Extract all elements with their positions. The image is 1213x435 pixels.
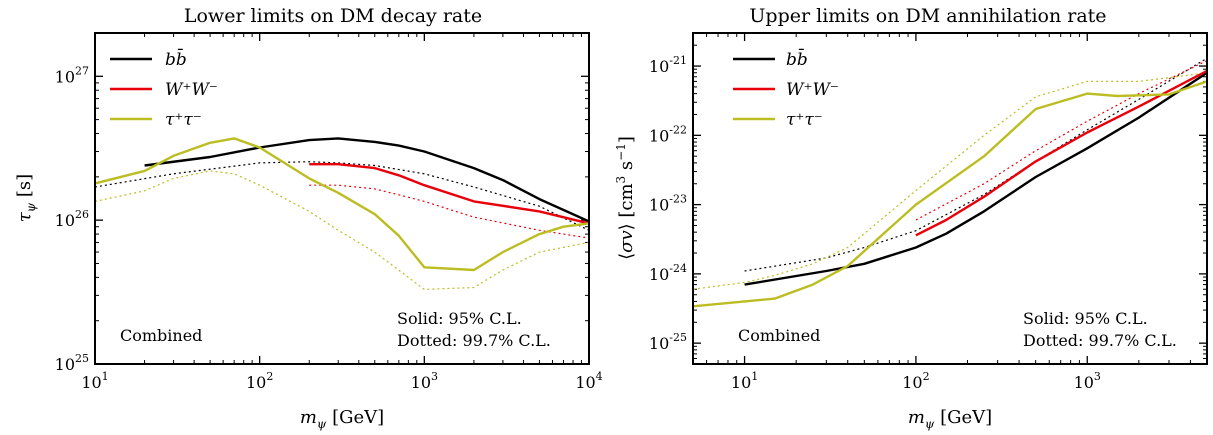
left-solid-line-bb [144,137,589,223]
right-legend-label-ww: W⁺W⁻ [786,80,839,100]
left-solid-line-tautau [95,137,589,272]
right-y-tick-label: 10-25 [649,331,687,353]
right-y-tick-label: 10-22 [649,123,687,145]
right-x-tick-label: 101 [731,370,758,392]
right-legend-label-bb: bb̄ [786,47,808,70]
right-dotted-line-series4 [915,60,1207,221]
right-y-tick-label: 10-23 [649,193,687,215]
right-plot-frame [692,32,1208,365]
right-y-tick-label: 10-24 [649,262,687,284]
left-legend: bb̄ W⁺W⁻ τ⁺τ⁻ [110,47,218,130]
left-annotation-combined: Combined [120,326,202,345]
right-y-tick-label: 10-21 [649,54,687,76]
left-legend-label-bb: bb̄ [165,47,187,70]
right-chart-title: Upper limits on DM annihilation rate [749,5,1106,27]
left-tick-labels: 101 102 103 104 1025 1026 1027 [55,64,603,392]
left-dotted-line-series4 [309,184,589,239]
right-x-axis-label: mψ [GeV] [908,407,992,431]
left-y-tick-label: 1026 [55,208,89,230]
left-panel: Lower limits on DM decay rate 101 102 103 1… [14,5,603,431]
left-series-group [95,137,589,290]
right-annotation-combined: Combined [738,326,820,345]
left-legend-label-tautau: τ⁺τ⁻ [165,110,202,130]
left-y-tick-label: 1027 [55,64,89,86]
left-legend-label-ww: W⁺W⁻ [165,80,218,100]
right-solid-line-bb [744,71,1207,286]
left-plot-frame [94,32,590,365]
left-y-axis-label: τψ [s] [14,174,38,222]
right-x-tick-label: 102 [902,370,929,392]
right-legend-label-tautau: τ⁺τ⁻ [786,110,823,130]
left-annotation-dotted: Dotted: 99.7% C.L. [397,331,551,350]
right-x-tick-label: 103 [1074,370,1101,392]
right-panel: Upper limits on DM annihilation rate 101… [614,5,1208,431]
right-series-group [693,57,1207,308]
right-annotation-solid: Solid: 95% C.L. [1023,309,1148,328]
left-chart-title: Lower limits on DM decay rate [184,5,482,27]
right-legend: bb̄ W⁺W⁻ τ⁺τ⁻ [733,47,839,130]
left-annotation-solid: Solid: 95% C.L. [397,309,522,328]
left-x-tick-label: 101 [81,370,108,392]
left-y-tick-label: 1025 [55,352,89,374]
right-y-axis-label: ⟨σv⟩ [cm3 s−1] [614,136,637,260]
right-solid-line-tautau [693,80,1207,308]
left-dotted-line-series5 [95,170,589,290]
left-x-axis-label: mψ [GeV] [300,407,384,431]
right-dotted-line-series5 [693,72,1207,290]
left-solid-line-ww [309,162,589,225]
left-x-tick-label: 102 [246,370,273,392]
right-dotted-line-series3 [744,57,1207,272]
left-x-tick-label: 103 [411,370,438,392]
right-tick-labels: 101 102 103 10-25 10-24 10-23 10-22 10-21 [649,54,1101,392]
left-x-tick-label: 104 [575,370,602,392]
right-solid-line-ww [915,69,1207,237]
right-annotation-dotted: Dotted: 99.7% C.L. [1023,331,1177,350]
